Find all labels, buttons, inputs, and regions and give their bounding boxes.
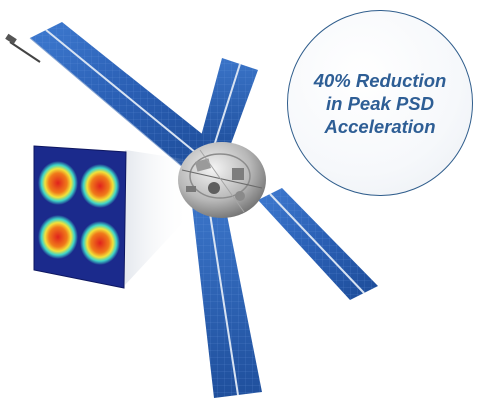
callout-line-1: 40% Reduction (313, 69, 447, 91)
satellite-body (178, 142, 266, 218)
reduction-callout-badge: 40% Reduction in Peak PSD Acceleration (287, 10, 473, 196)
callout-line-2: in Peak PSD (326, 92, 434, 114)
solar-panel-right (258, 188, 378, 300)
psd-heatmap-inset (33, 145, 127, 289)
callout-line-3: Acceleration (324, 115, 436, 137)
solar-panel-upper-left (29, 22, 216, 171)
antenna (5, 33, 41, 63)
projection-beam (125, 150, 190, 285)
solar-panel-lower (192, 205, 262, 398)
callout-text: 40% Reduction in Peak PSD Acceleration (300, 69, 460, 138)
solar-panel-upper-right (200, 58, 258, 152)
